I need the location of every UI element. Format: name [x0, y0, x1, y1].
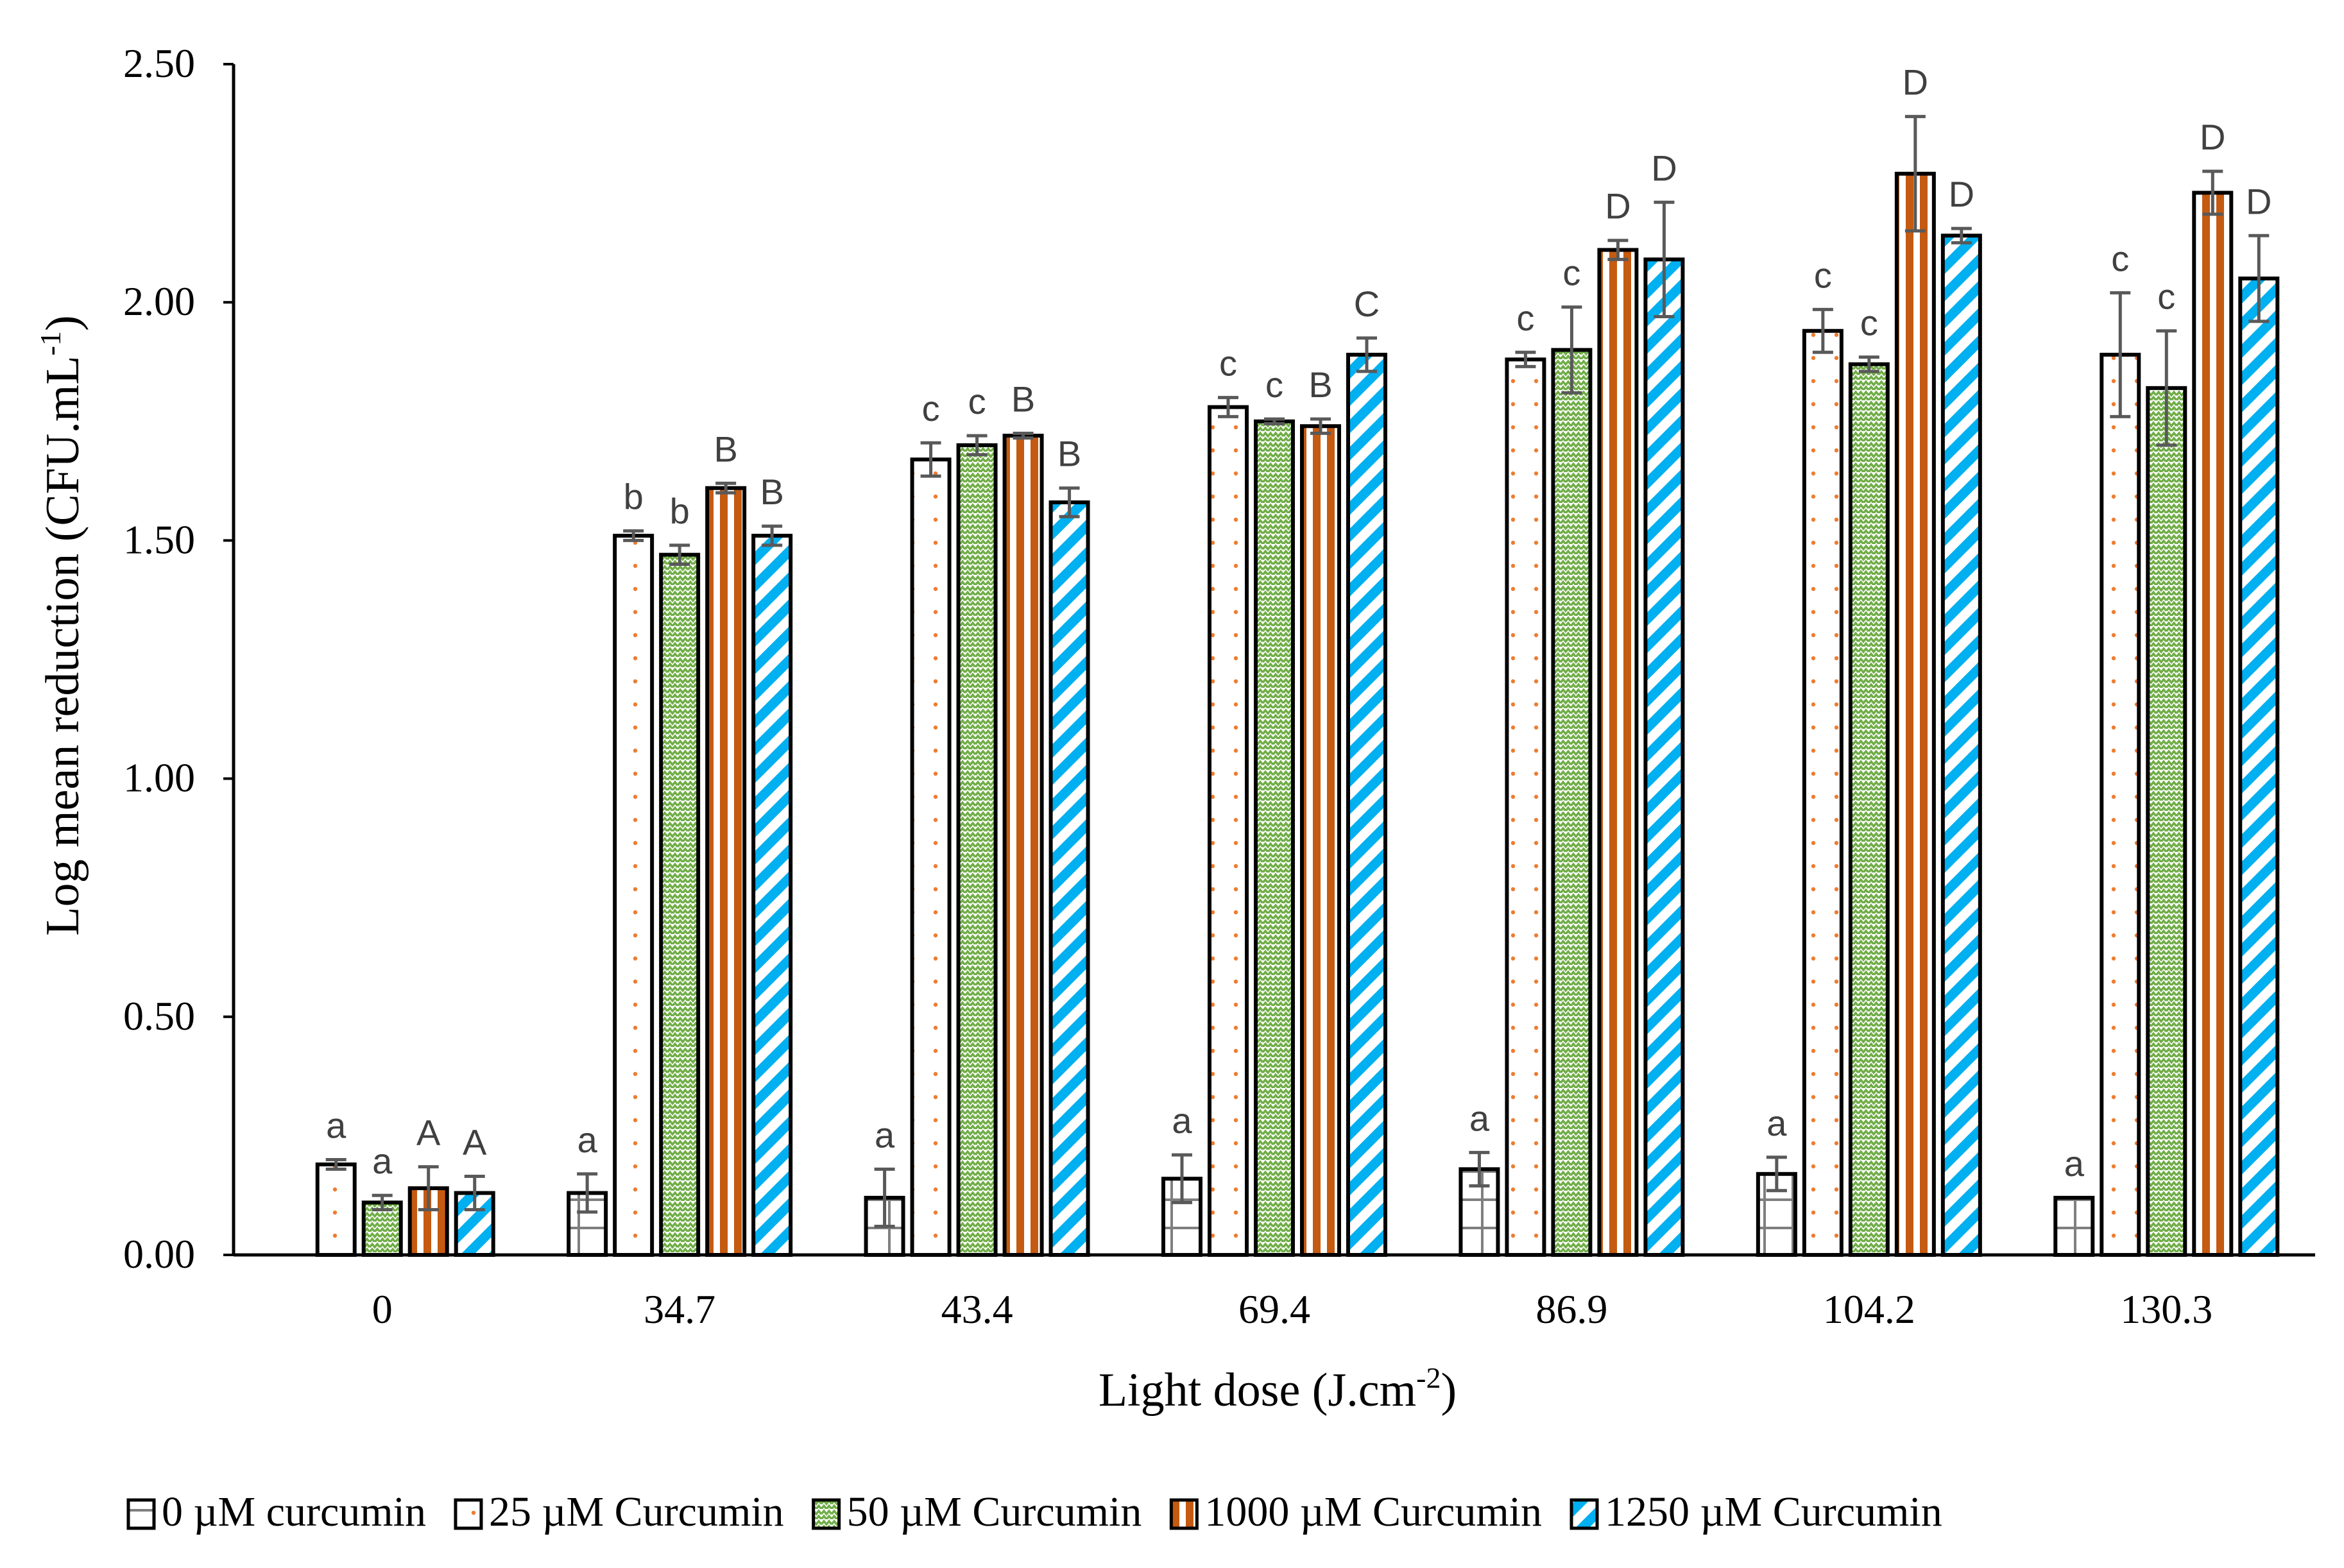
bar: [659, 552, 701, 1257]
significance-label: a: [372, 1141, 393, 1181]
plot-area: 0.00 0.50 1.00 1.50 2.00 2.50 0 34.7 43.4 69.4 86.…: [123, 40, 2315, 1332]
significance-label: b: [624, 477, 644, 517]
legend-label: 50 µM Curcumin: [847, 1488, 1142, 1535]
significance-label: B: [714, 429, 737, 469]
significance-label: D: [1605, 186, 1630, 226]
y-tick-label: 1.50: [123, 516, 195, 562]
significance-label: B: [1308, 364, 1332, 405]
bar: [705, 486, 747, 1257]
significance-label: a: [1767, 1103, 1787, 1143]
significance-label: D: [1651, 148, 1677, 188]
x-tick-label: 69.4: [1238, 1286, 1310, 1332]
bar: [1300, 424, 1341, 1257]
significance-label: c: [1814, 255, 1832, 295]
bar: [613, 533, 654, 1257]
significance-label: c: [1516, 298, 1534, 338]
significance-label: a: [577, 1120, 598, 1160]
x-tick-label: 43.4: [941, 1286, 1013, 1332]
legend-label: 0 µM curcumin: [162, 1488, 426, 1535]
significance-label: D: [1949, 174, 1974, 214]
bar: [1048, 500, 1090, 1257]
significance-label: c: [1219, 343, 1237, 384]
bar: [910, 457, 952, 1257]
significance-label: b: [670, 491, 690, 531]
significance-label: A: [463, 1122, 487, 1163]
y-tick-label: 2.00: [123, 278, 195, 324]
legend-item: 1250 µM Curcumin: [1570, 1488, 1942, 1535]
legend-item: 25 µM Curcumin: [454, 1488, 784, 1535]
bar: [1254, 419, 1295, 1257]
legend: 0 µM curcumin 25 µM Curcumin 50 µM Curcumi…: [126, 1488, 1942, 1535]
bar: [2053, 1195, 2095, 1257]
y-tick-label: 0.50: [123, 993, 195, 1039]
bar: [1940, 234, 1982, 1257]
x-tick-label: 86.9: [1536, 1286, 1607, 1332]
legend-swatch: [1570, 1498, 1599, 1530]
significance-label: C: [1354, 284, 1380, 324]
bar: [1894, 171, 1936, 1257]
legend-swatch: [812, 1498, 841, 1530]
bar: [2192, 191, 2234, 1257]
bar: [315, 1162, 357, 1257]
significance-label: a: [1172, 1100, 1192, 1141]
bar: [1002, 434, 1044, 1257]
legend-swatch: [126, 1498, 156, 1530]
significance-label: D: [1903, 62, 1928, 103]
legend-item: 1000 µM Curcumin: [1169, 1488, 1542, 1535]
significance-label: B: [760, 472, 783, 512]
bar: [1643, 257, 1685, 1257]
significance-label: c: [1562, 253, 1580, 293]
bar: [956, 443, 998, 1257]
bar: [751, 533, 793, 1257]
legend-label: 25 µM Curcumin: [489, 1488, 784, 1535]
bar: [2238, 277, 2280, 1257]
bar: [2100, 352, 2141, 1257]
legend-swatch: [1169, 1498, 1199, 1530]
bar: [1848, 362, 1890, 1257]
y-tick-label: 2.50: [123, 40, 195, 86]
significance-label: c: [922, 388, 940, 429]
bar: [1346, 352, 1387, 1257]
y-tick-label: 0.00: [123, 1231, 195, 1277]
x-tick-label: 130.3: [2120, 1286, 2212, 1332]
significance-label: B: [1057, 434, 1081, 474]
significance-label: c: [1265, 364, 1283, 405]
legend-label: 1250 µM Curcumin: [1605, 1488, 1942, 1535]
significance-label: c: [2157, 277, 2175, 317]
x-tick-label: 34.7: [644, 1286, 715, 1332]
legend-swatch: [454, 1498, 483, 1530]
y-tick-label: 1.00: [123, 755, 195, 801]
legend-label: 1000 µM Curcumin: [1204, 1488, 1542, 1535]
significance-label: c: [1860, 303, 1878, 343]
significance-label: a: [875, 1114, 895, 1155]
significance-label: a: [1469, 1098, 1490, 1138]
bar: [1802, 328, 1844, 1257]
bar: [1597, 248, 1639, 1257]
bar: [1208, 405, 1249, 1257]
x-axis-title: Light dose (J.cm-2): [1099, 1361, 1457, 1417]
significance-label: D: [2200, 117, 2225, 157]
y-axis-title: Log mean reduction (CFU.mL-1): [34, 315, 89, 935]
legend-item: 50 µM Curcumin: [812, 1488, 1142, 1535]
significance-label: c: [968, 381, 986, 422]
bar: [1551, 348, 1593, 1257]
legend-item: 0 µM curcumin: [126, 1488, 426, 1535]
bar: [2146, 386, 2187, 1257]
significance-label: A: [416, 1112, 441, 1153]
significance-label: B: [1011, 379, 1035, 419]
bar: [1505, 357, 1546, 1257]
significance-label: D: [2246, 181, 2271, 221]
significance-label: c: [2111, 238, 2129, 278]
x-tick-label: 0: [372, 1286, 393, 1332]
x-tick-label: 104.2: [1823, 1286, 1915, 1332]
significance-label: a: [326, 1105, 346, 1146]
significance-label: a: [2064, 1143, 2085, 1184]
